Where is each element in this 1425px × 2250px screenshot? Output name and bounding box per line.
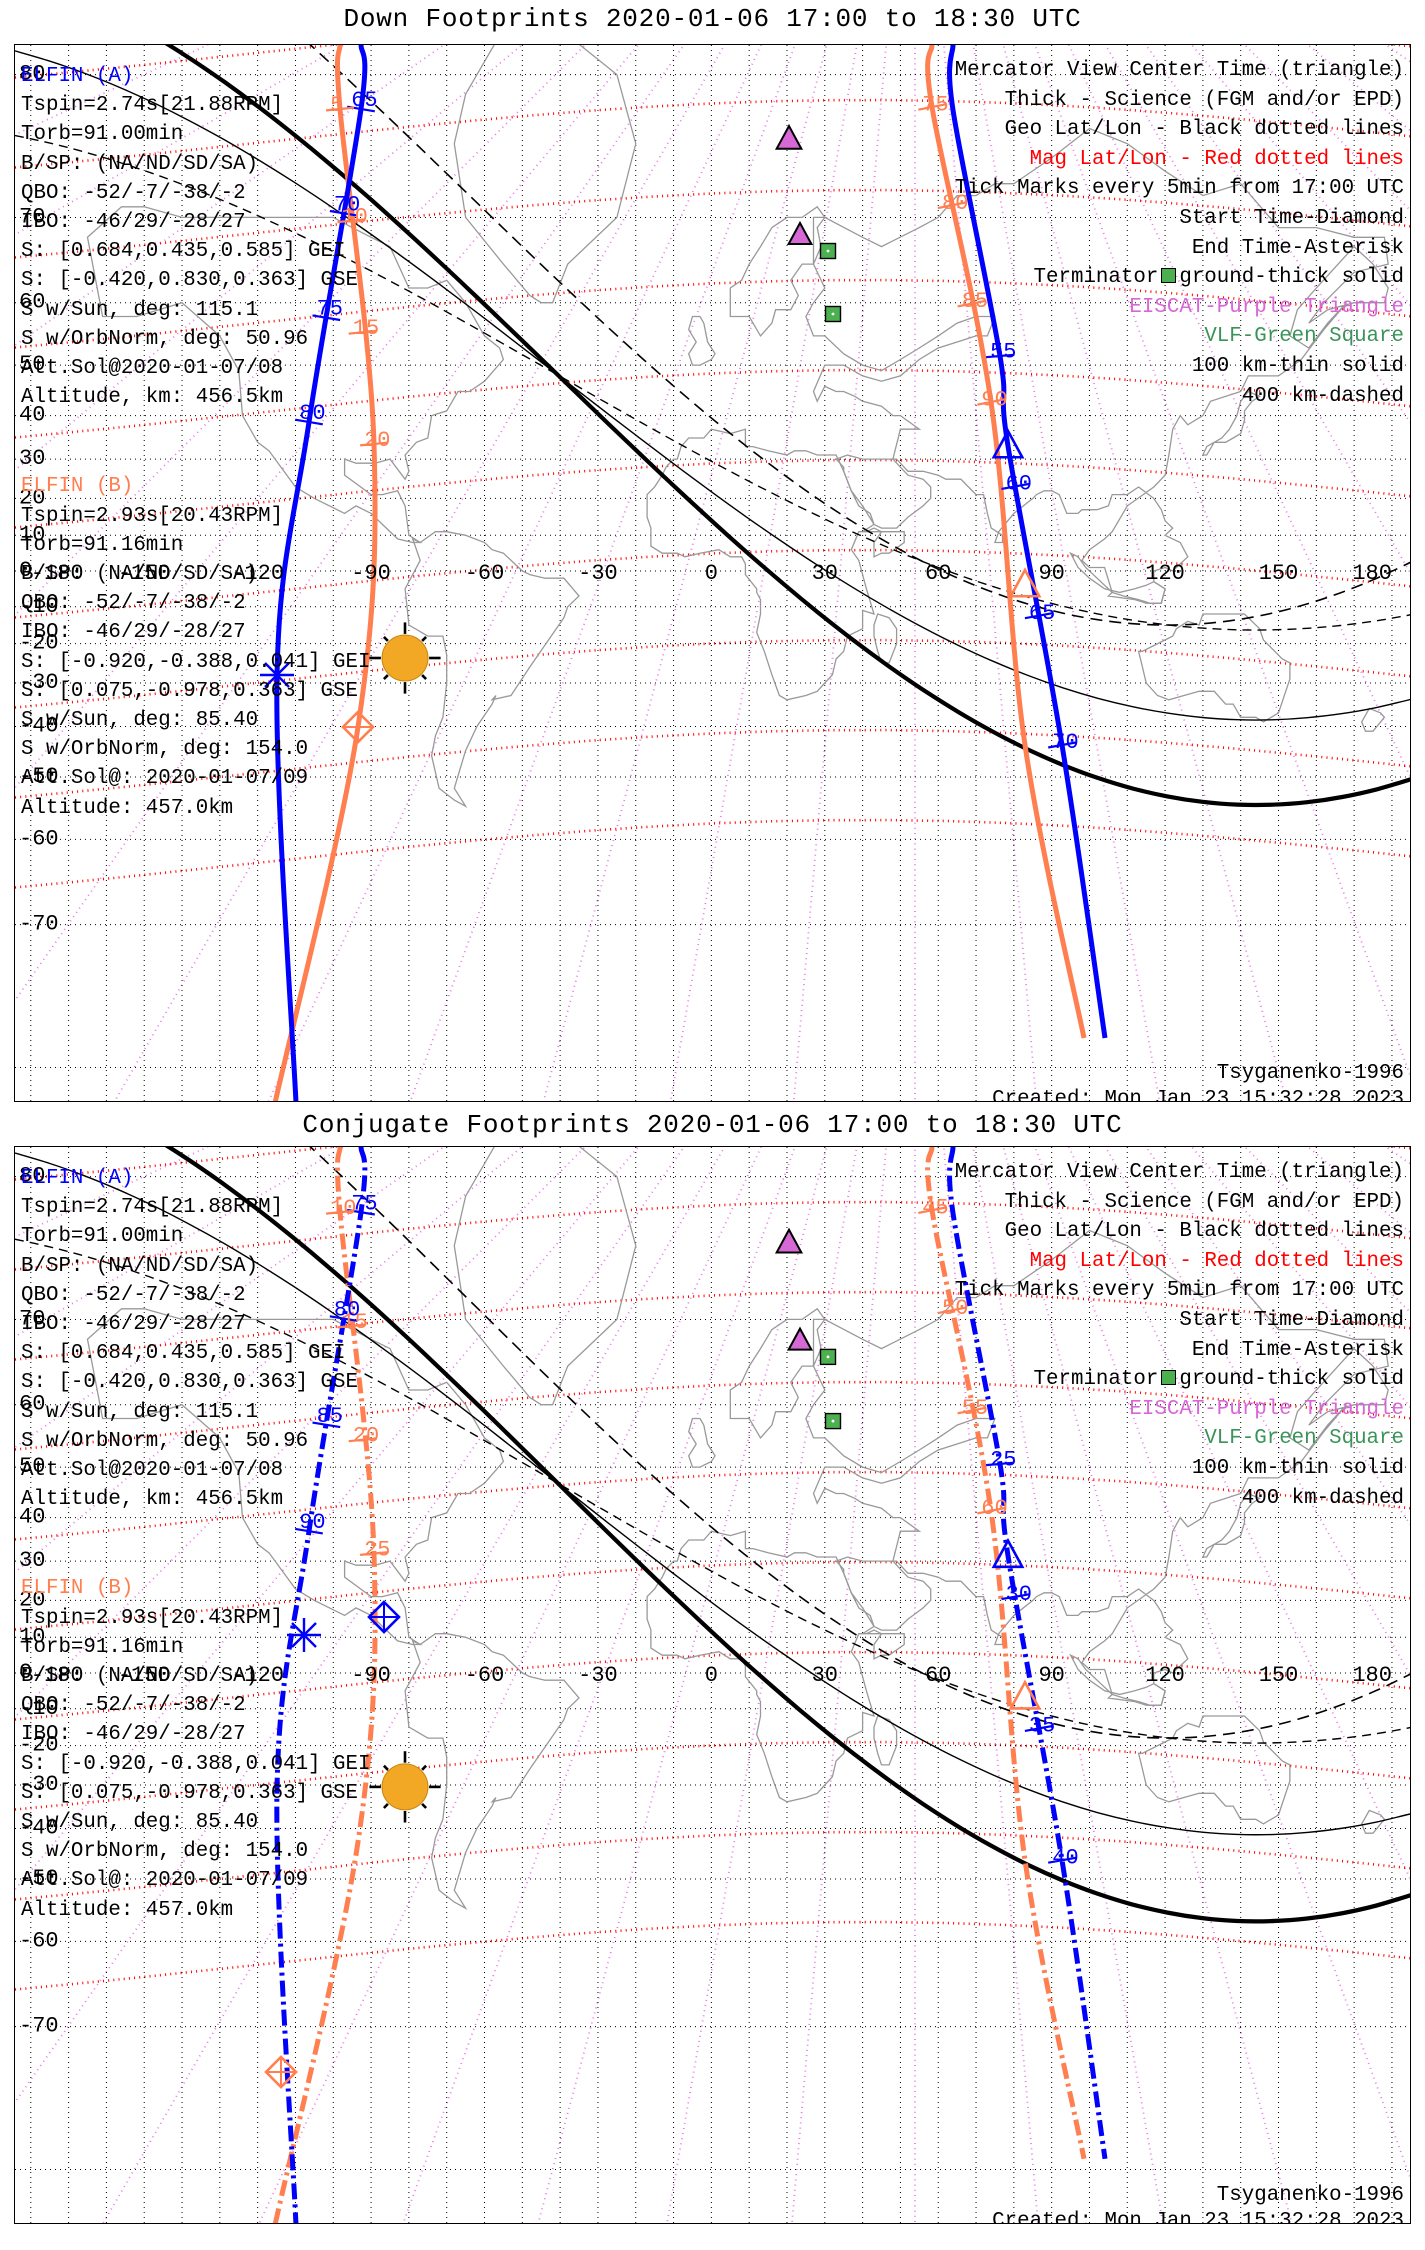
svg-text:30: 30 xyxy=(812,1663,838,1688)
svg-text:90: 90 xyxy=(1038,561,1064,586)
svg-text:10: 10 xyxy=(330,1196,356,1221)
svg-text:65: 65 xyxy=(1029,601,1055,626)
svg-text:85: 85 xyxy=(317,1404,343,1429)
svg-text:5: 5 xyxy=(330,93,343,118)
svg-text:-90: -90 xyxy=(351,561,391,586)
svg-text:90: 90 xyxy=(1038,1663,1064,1688)
svg-text:90: 90 xyxy=(299,1510,325,1535)
svg-text:-60: -60 xyxy=(19,1928,59,1953)
svg-text:20: 20 xyxy=(364,428,390,453)
svg-text:-30: -30 xyxy=(578,1663,618,1688)
svg-text:65: 65 xyxy=(351,88,377,113)
svg-text:75: 75 xyxy=(317,297,343,322)
svg-text:10: 10 xyxy=(341,205,367,230)
svg-text:20: 20 xyxy=(353,1424,379,1449)
svg-text:0: 0 xyxy=(705,561,718,586)
svg-text:55: 55 xyxy=(990,340,1016,365)
svg-text:-30: -30 xyxy=(578,561,618,586)
svg-text:30: 30 xyxy=(1006,1582,1032,1607)
svg-text:150: 150 xyxy=(1259,1663,1299,1688)
svg-text:-90: -90 xyxy=(351,1663,391,1688)
svg-text:70: 70 xyxy=(1052,730,1078,755)
svg-text:80: 80 xyxy=(299,401,325,426)
svg-text:30: 30 xyxy=(19,1548,45,1573)
svg-text:-60: -60 xyxy=(19,826,59,851)
svg-text:60: 60 xyxy=(1006,472,1032,497)
svg-text:60: 60 xyxy=(925,1663,951,1688)
svg-text:60: 60 xyxy=(925,561,951,586)
svg-text:30: 30 xyxy=(19,446,45,471)
svg-text:90: 90 xyxy=(981,388,1007,413)
svg-text:75: 75 xyxy=(922,93,948,118)
svg-text:40: 40 xyxy=(1052,1845,1078,1870)
svg-text:180: 180 xyxy=(1352,1663,1392,1688)
svg-text:35: 35 xyxy=(1029,1714,1055,1739)
svg-text:120: 120 xyxy=(1145,1663,1185,1688)
svg-text:180: 180 xyxy=(1352,561,1392,586)
svg-text:120: 120 xyxy=(1145,561,1185,586)
svg-text:25: 25 xyxy=(990,1447,1016,1472)
svg-text:25: 25 xyxy=(364,1537,390,1562)
svg-text:0: 0 xyxy=(705,1663,718,1688)
svg-text:150: 150 xyxy=(1259,561,1299,586)
svg-text:-60: -60 xyxy=(465,561,505,586)
svg-text:30: 30 xyxy=(812,561,838,586)
svg-text:15: 15 xyxy=(341,1310,367,1335)
svg-text:-60: -60 xyxy=(465,1663,505,1688)
svg-text:55: 55 xyxy=(962,1396,988,1421)
svg-text:60: 60 xyxy=(981,1496,1007,1521)
svg-text:85: 85 xyxy=(962,289,988,314)
svg-text:45: 45 xyxy=(922,1196,948,1221)
svg-text:-70: -70 xyxy=(19,912,59,937)
svg-text:15: 15 xyxy=(353,316,379,341)
svg-text:-70: -70 xyxy=(19,2014,59,2039)
